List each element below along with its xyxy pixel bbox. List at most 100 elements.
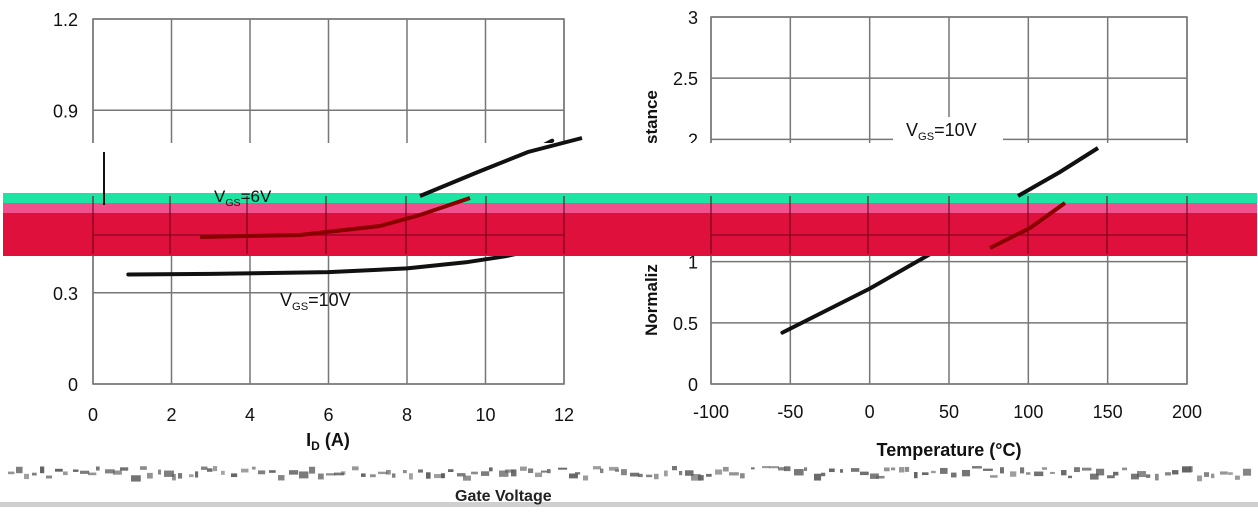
caption-noise bbox=[96, 466, 100, 471]
caption-noise bbox=[147, 472, 153, 479]
caption-noise bbox=[884, 467, 890, 472]
caption-noise bbox=[528, 468, 534, 474]
caption-noise bbox=[870, 473, 879, 479]
caption-noise bbox=[88, 472, 97, 476]
caption-noise bbox=[1034, 471, 1044, 477]
caption-noise bbox=[80, 470, 90, 474]
caption-noise bbox=[1211, 473, 1215, 479]
caption-noise bbox=[814, 473, 822, 481]
caption-noise bbox=[685, 470, 694, 476]
caption-noise bbox=[679, 470, 683, 476]
caption-noise bbox=[1010, 471, 1017, 477]
right-x-axis-label: Temperature (°C) bbox=[877, 440, 1022, 460]
caption-noise bbox=[63, 471, 68, 476]
caption-noise bbox=[131, 475, 141, 482]
caption-noise bbox=[951, 472, 957, 478]
caption-noise bbox=[73, 469, 79, 472]
caption-noise bbox=[615, 469, 620, 472]
caption-noise bbox=[1113, 471, 1119, 476]
caption-noise bbox=[962, 469, 971, 477]
caption-noise bbox=[1096, 468, 1105, 476]
caption-noise bbox=[914, 472, 918, 479]
caption-noise bbox=[698, 475, 704, 481]
caption-noise bbox=[784, 466, 791, 472]
right-y-tick: 0 bbox=[688, 375, 698, 395]
caption-noise bbox=[638, 473, 643, 478]
caption-noise bbox=[434, 474, 444, 479]
caption-noise bbox=[972, 466, 982, 469]
caption-noise bbox=[547, 469, 551, 474]
caption-noise bbox=[241, 468, 249, 473]
right-x-tick: 200 bbox=[1172, 402, 1202, 422]
right-x-tick: -50 bbox=[777, 402, 803, 422]
caption-noise bbox=[1137, 471, 1146, 478]
left-x-tick: 4 bbox=[245, 405, 255, 425]
caption-noise bbox=[821, 472, 826, 477]
caption-noise bbox=[299, 471, 309, 479]
caption-noise bbox=[441, 473, 445, 479]
caption-noise bbox=[178, 473, 183, 479]
left-x-tick: 0 bbox=[88, 405, 98, 425]
caption-noise bbox=[1228, 472, 1233, 475]
caption-noise bbox=[706, 473, 712, 477]
caption-noise bbox=[1090, 473, 1099, 480]
caption-noise bbox=[778, 467, 786, 471]
caption-noise bbox=[922, 472, 929, 476]
caption-noise bbox=[1107, 475, 1115, 479]
caption-noise bbox=[520, 466, 527, 471]
caption-noise bbox=[8, 471, 15, 475]
caption-noise bbox=[207, 468, 213, 472]
caption-noise bbox=[378, 471, 388, 475]
caption-noise bbox=[583, 475, 589, 481]
left-y-tick: 1.2 bbox=[53, 10, 78, 30]
caption-noise bbox=[172, 473, 176, 481]
caption-noise bbox=[221, 470, 225, 475]
caption-noise bbox=[729, 472, 739, 476]
caption-noise bbox=[403, 470, 407, 474]
caption-noise bbox=[418, 469, 423, 473]
caption-noise bbox=[278, 475, 285, 481]
caption-noise bbox=[252, 466, 256, 470]
glitch-white-strip bbox=[0, 143, 1258, 195]
left-x-axis-label: ID (A) bbox=[306, 430, 350, 453]
caption-noise bbox=[289, 470, 299, 475]
right-y-tick: 2 bbox=[688, 130, 698, 150]
caption-noise bbox=[1172, 470, 1179, 475]
right-curve-visible bbox=[1017, 146, 1100, 198]
annotation-vgs-6v: VGS=6V bbox=[214, 187, 272, 209]
right-x-tick: -100 bbox=[693, 402, 729, 422]
caption-noise bbox=[140, 466, 147, 470]
caption-noise bbox=[326, 473, 336, 476]
caption-noise bbox=[16, 466, 23, 474]
caption-noise bbox=[1000, 467, 1004, 474]
caption-noise bbox=[593, 466, 601, 470]
caption-noise bbox=[541, 470, 548, 473]
caption-noise bbox=[24, 473, 29, 480]
left-x-tick: 12 bbox=[554, 405, 574, 425]
caption-noise bbox=[691, 473, 701, 481]
right-y-axis-label-lower: Normaliz bbox=[642, 264, 661, 336]
caption-noise bbox=[1050, 471, 1055, 474]
left-y-tick: 0.3 bbox=[53, 284, 78, 304]
caption-noise bbox=[1122, 467, 1128, 471]
caption-noise bbox=[505, 469, 515, 473]
caption-noise bbox=[575, 472, 581, 475]
right-y-tick: 1 bbox=[688, 253, 698, 273]
caption-noise bbox=[876, 475, 885, 479]
caption-noise bbox=[213, 466, 218, 472]
caption-noise bbox=[426, 472, 431, 479]
caption-noise bbox=[318, 473, 324, 480]
caption-noise bbox=[457, 473, 466, 477]
caption-noise bbox=[499, 470, 509, 477]
caption-noise bbox=[409, 473, 413, 480]
caption-noise bbox=[891, 467, 896, 471]
caption-noise bbox=[672, 466, 677, 471]
caption-noise bbox=[740, 473, 745, 479]
caption-noise bbox=[1220, 471, 1228, 475]
right-x-tick: 100 bbox=[1013, 402, 1043, 422]
caption-noise bbox=[1189, 466, 1193, 473]
caption-noise bbox=[646, 474, 653, 478]
caption-noise bbox=[1082, 467, 1092, 471]
caption-noise bbox=[723, 466, 729, 472]
caption-noise bbox=[940, 467, 948, 474]
